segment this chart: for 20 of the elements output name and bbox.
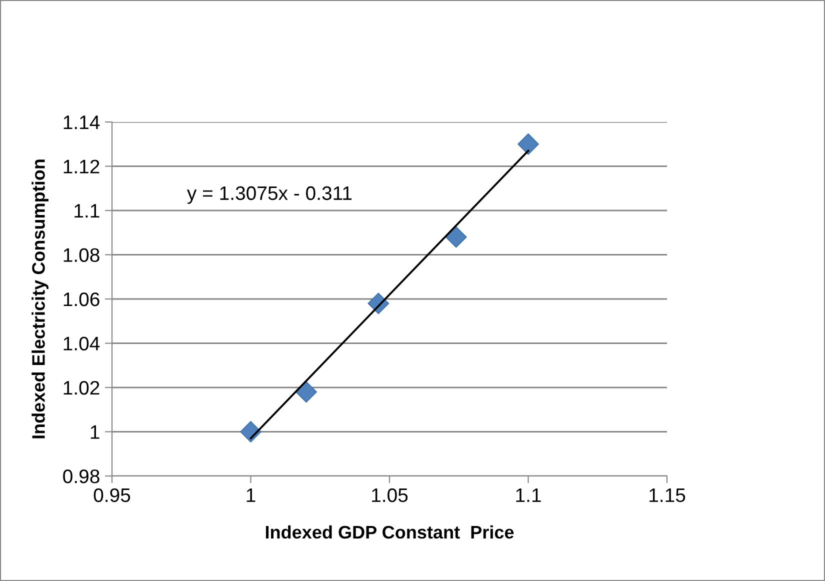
x-tick-label: 1 — [246, 488, 256, 502]
point — [445, 226, 467, 248]
x-tick-label: 1.05 — [372, 488, 408, 502]
y-tick-label: 1 — [90, 425, 100, 439]
y-tick-label: 1.1 — [74, 204, 100, 218]
point — [518, 133, 539, 155]
x-tick-label: 1.15 — [650, 488, 686, 502]
y-tick-label: 0.98 — [63, 469, 100, 484]
y-tick-label: 1.08 — [64, 248, 100, 262]
y-axis-title: Indexed Electricity Consumption — [32, 160, 48, 438]
y-tick-label: 1.02 — [64, 380, 100, 395]
y-tick-label: 1.06 — [64, 292, 100, 306]
y-tick-label: 1.14 — [64, 116, 100, 130]
point — [296, 381, 317, 403]
annotation: y = 1.3075x - 0.311 — [186, 186, 352, 204]
x-tick-label: 0.95 — [94, 488, 130, 502]
y-tick-label: 1.04 — [64, 336, 100, 350]
x-axis-title: Indexed GDP Constant Price — [266, 525, 514, 539]
y-tick-label: 1.12 — [64, 160, 100, 174]
x-tick-label: 1.1 — [516, 488, 541, 502]
